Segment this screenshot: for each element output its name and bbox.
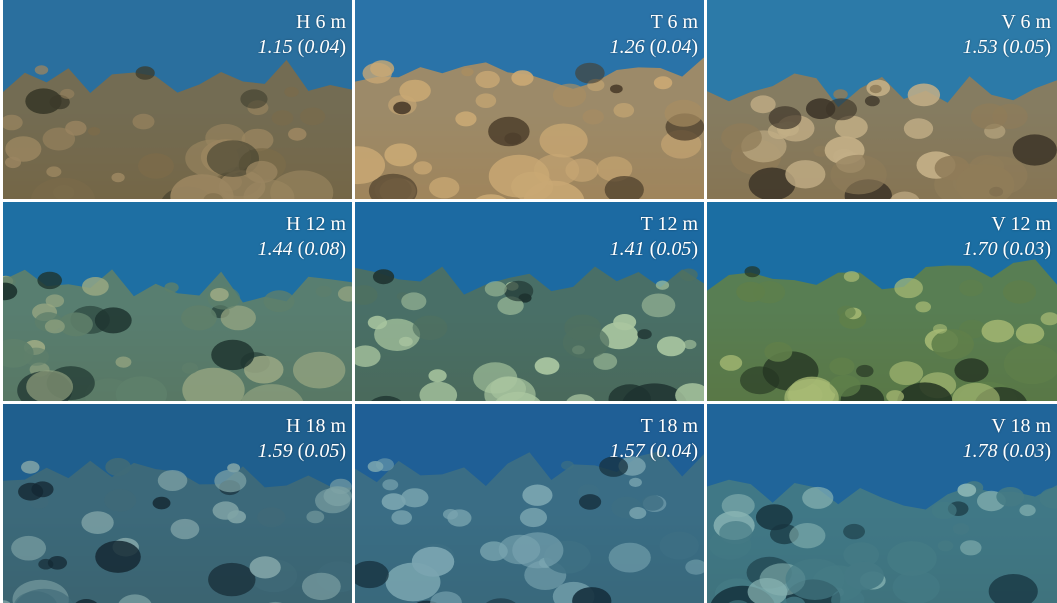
site-code: V (991, 415, 1006, 437)
rugosity-value-label: 1.41 (0.05) (609, 238, 698, 260)
site-depth-label: V 6 m (963, 10, 1051, 35)
depth-value: 12 m (305, 213, 346, 235)
rugosity-mean: 1.57 (609, 440, 645, 462)
rugosity-value-label: 1.53 (0.05) (962, 36, 1051, 58)
rugosity-sd: 0.04 (656, 440, 692, 462)
rugosity-mean: 1.53 (962, 36, 998, 58)
site-depth-label: T 18 m (610, 414, 698, 439)
rugosity-mean: 1.15 (257, 36, 293, 58)
site-code: V (991, 213, 1006, 235)
rugosity-sd: 0.04 (304, 36, 340, 58)
site-code: H (285, 213, 301, 235)
rugosity-value-label: 1.57 (0.04) (609, 440, 698, 462)
rugosity-mean: 1.59 (257, 440, 293, 462)
reef-photo-panel: H 6 m 1.15 (0.04) (0, 0, 352, 199)
rugosity-value-label: 1.26 (0.04) (609, 36, 698, 58)
reef-photo-panel: V 6 m 1.53 (0.05) (704, 0, 1057, 199)
reef-photo-scene (355, 404, 704, 603)
reef-photo-scene (3, 0, 352, 199)
reef-photo-panel: V 18 m 1.78 (0.03) (704, 404, 1057, 603)
rugosity-mean: 1.41 (609, 238, 645, 260)
reef-photo-panel: T 6 m 1.26 (0.04) (352, 0, 704, 199)
rugosity-mean: 1.44 (257, 238, 293, 260)
reef-photo-scene (3, 404, 352, 603)
rugosity-sd: 0.08 (304, 238, 340, 260)
rugosity-value-label: 1.59 (0.05) (257, 440, 346, 462)
depth-value: 18 m (657, 415, 698, 437)
depth-value: 6 m (667, 11, 698, 33)
site-code: T (650, 11, 663, 33)
rugosity-sd: 0.03 (1009, 440, 1045, 462)
depth-value: 18 m (305, 415, 346, 437)
site-code: H (295, 11, 311, 33)
site-code: H (285, 415, 301, 437)
site-code: T (640, 415, 653, 437)
reef-photo-panel: V 12 m 1.70 (0.03) (704, 202, 1057, 401)
rugosity-value-label: 1.70 (0.03) (962, 238, 1051, 260)
depth-value: 12 m (1010, 213, 1051, 235)
panel-label: V 12 m 1.70 (0.03) (963, 212, 1051, 262)
site-code: V (1001, 11, 1016, 33)
panel-label: V 18 m 1.78 (0.03) (963, 414, 1051, 464)
panel-label: H 12 m 1.44 (0.08) (258, 212, 346, 262)
depth-value: 18 m (1010, 415, 1051, 437)
panel-label: V 6 m 1.53 (0.05) (963, 10, 1051, 60)
site-depth-label: H 6 m (258, 10, 346, 35)
reef-photo-scene (707, 202, 1057, 401)
reef-photo-scene (355, 0, 704, 199)
rugosity-sd: 0.04 (656, 36, 692, 58)
rugosity-value-label: 1.78 (0.03) (962, 440, 1051, 462)
rugosity-mean: 1.26 (609, 36, 645, 58)
rugosity-sd: 0.03 (1009, 238, 1045, 260)
reef-photo-panel: H 12 m 1.44 (0.08) (0, 202, 352, 401)
site-code: T (640, 213, 653, 235)
depth-value: 6 m (315, 11, 346, 33)
panel-label: H 6 m 1.15 (0.04) (258, 10, 346, 60)
reef-photo-scene (355, 202, 704, 401)
panel-label: T 6 m 1.26 (0.04) (610, 10, 698, 60)
panel-label: T 18 m 1.57 (0.04) (610, 414, 698, 464)
depth-value: 12 m (657, 213, 698, 235)
reef-photo-panel: H 18 m 1.59 (0.05) (0, 404, 352, 603)
reef-photo-scene (707, 0, 1057, 199)
reef-photo-scene (707, 404, 1057, 603)
site-depth-label: T 12 m (610, 212, 698, 237)
panel-label: H 18 m 1.59 (0.05) (258, 414, 346, 464)
reef-photo-scene (3, 202, 352, 401)
rugosity-value-label: 1.44 (0.08) (257, 238, 346, 260)
rugosity-mean: 1.78 (962, 440, 998, 462)
site-depth-label: T 6 m (610, 10, 698, 35)
panel-label: T 12 m 1.41 (0.05) (610, 212, 698, 262)
depth-value: 6 m (1020, 11, 1051, 33)
site-depth-label: H 18 m (258, 414, 346, 439)
rugosity-sd: 0.05 (656, 238, 692, 260)
rugosity-sd: 0.05 (1009, 36, 1045, 58)
site-depth-label: V 12 m (963, 212, 1051, 237)
rugosity-mean: 1.70 (962, 238, 998, 260)
site-depth-label: H 12 m (258, 212, 346, 237)
site-depth-label: V 18 m (963, 414, 1051, 439)
reef-photo-panel: T 12 m 1.41 (0.05) (352, 202, 704, 401)
reef-photo-panel: T 18 m 1.57 (0.04) (352, 404, 704, 603)
rugosity-sd: 0.05 (304, 440, 340, 462)
rugosity-value-label: 1.15 (0.04) (257, 36, 346, 58)
